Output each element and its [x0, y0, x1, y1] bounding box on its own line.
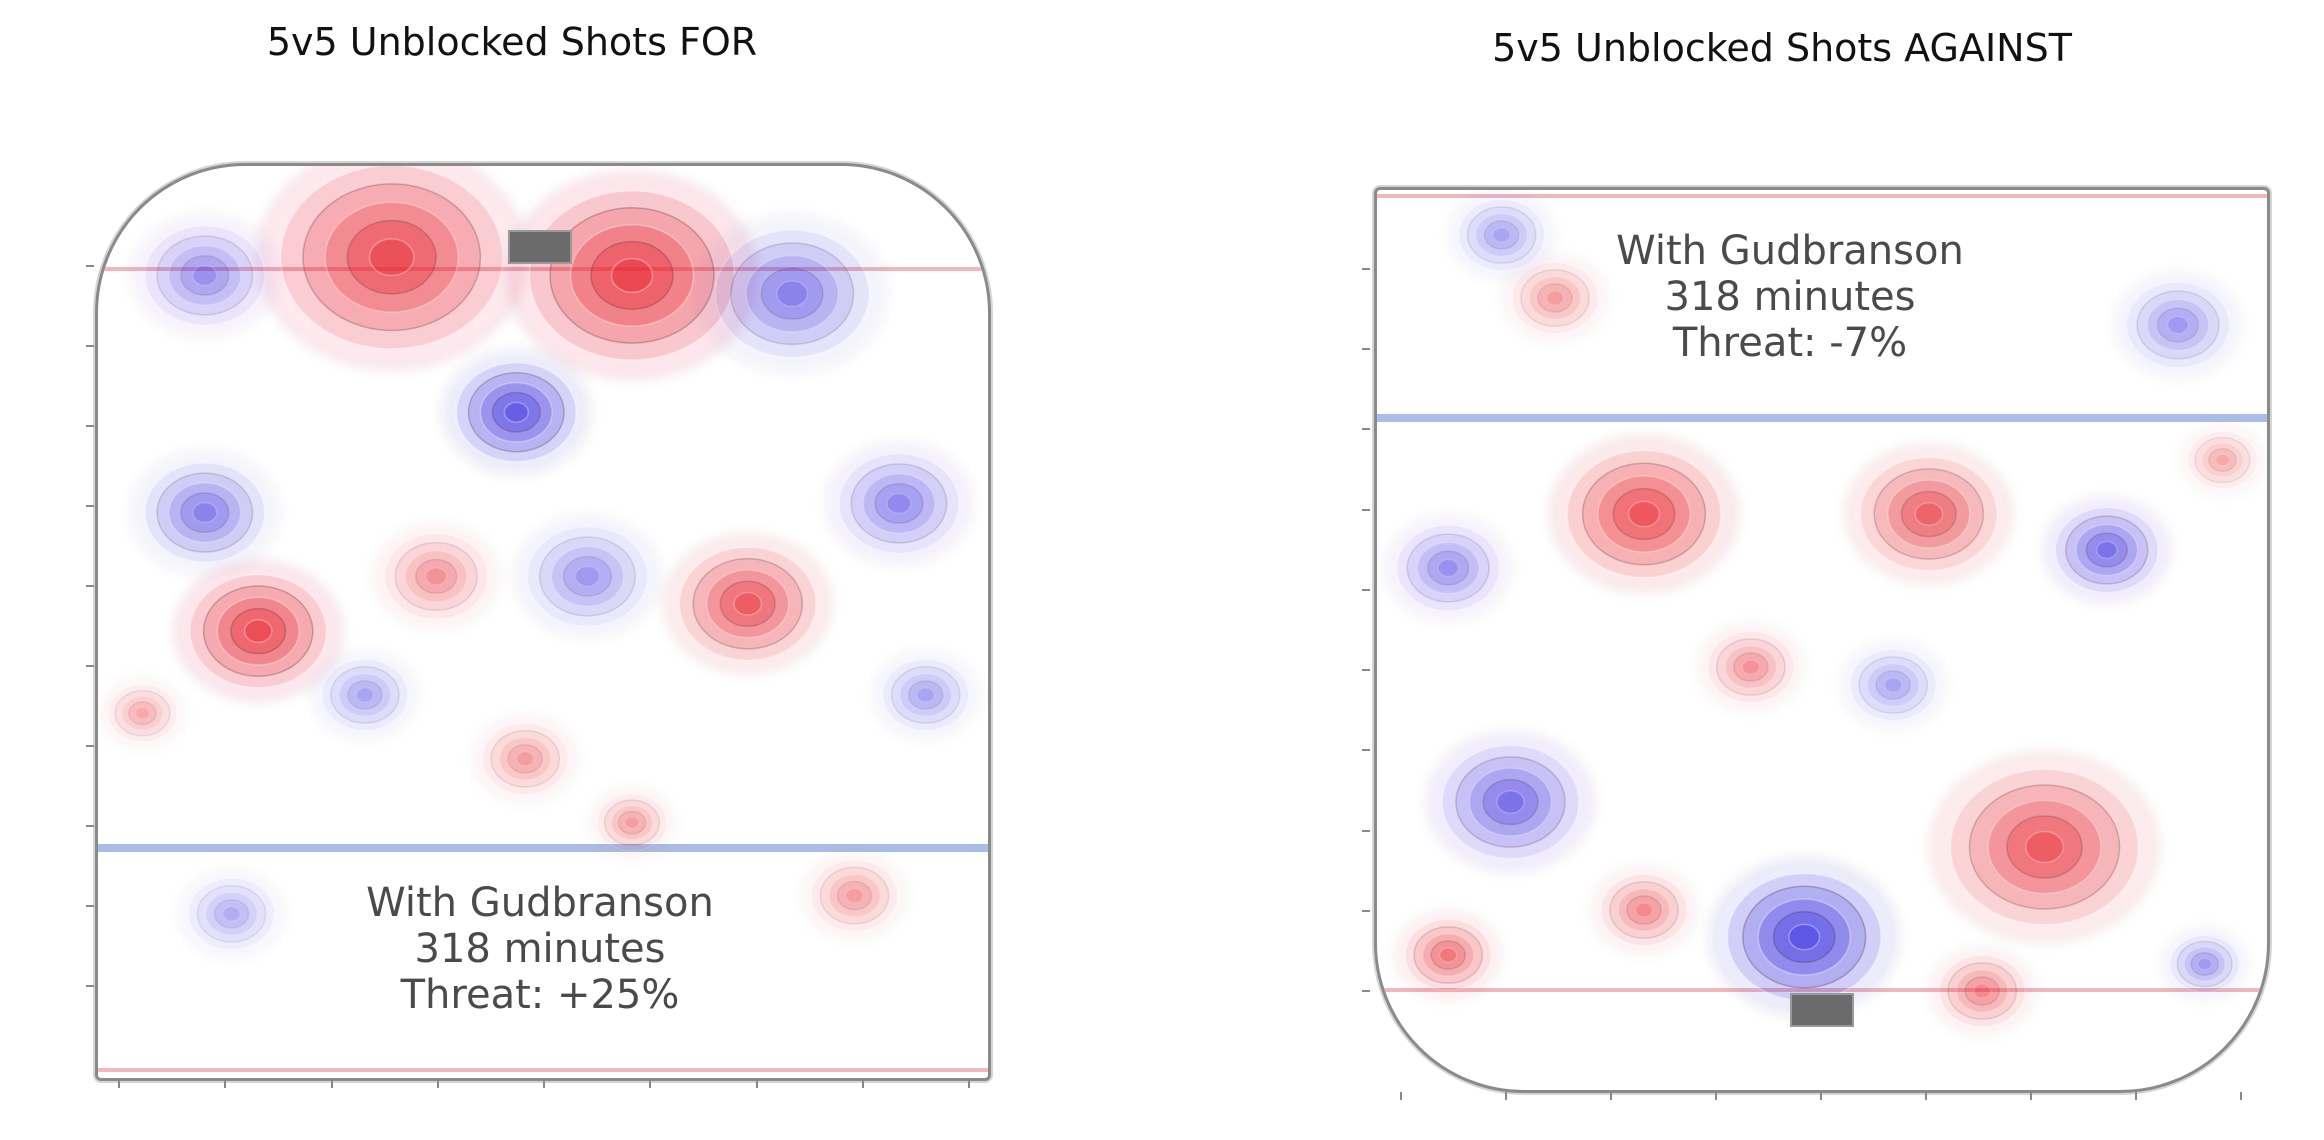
hotspot-low-11 [313, 651, 417, 738]
x-tick [861, 1080, 864, 1088]
rink-shots-for [95, 163, 991, 1081]
hotspot-high-3 [175, 562, 341, 700]
hotspot-high-10 [1930, 947, 2035, 1035]
y-tick [86, 345, 94, 347]
x-tick [649, 1080, 652, 1088]
y-tick [1362, 428, 1370, 431]
hotspot-high-4 [665, 535, 831, 673]
hotspot-low-16 [873, 651, 978, 738]
hotspot-low-9 [515, 516, 660, 637]
heatmap-shots-against [1377, 191, 2267, 1035]
hotspot-high-14 [802, 852, 907, 939]
hotspot-high-1 [508, 173, 756, 378]
hotspot-low-12 [2115, 273, 2241, 377]
x-tick [330, 1080, 333, 1088]
hotspot-low-13 [1449, 191, 1554, 279]
y-tick [86, 665, 94, 667]
hotspot-high-3 [1931, 753, 2158, 941]
y-tick [1362, 909, 1370, 912]
y-tick [86, 505, 94, 507]
y-tick [86, 265, 94, 267]
hotspot-high-6 [1698, 623, 1803, 711]
goal-net-icon [508, 230, 572, 264]
y-tick [1362, 829, 1370, 832]
y-tick [1362, 749, 1370, 752]
y-tick [1362, 348, 1370, 351]
hotspot-low-2 [443, 352, 589, 473]
hotspot-low-7 [132, 452, 278, 573]
hotspot-high-2 [1846, 445, 2012, 583]
hotspot-low-13 [179, 870, 284, 957]
hotspot-high-8 [1396, 911, 1501, 999]
y-tick [1362, 669, 1370, 672]
x-tick [224, 1080, 227, 1088]
chart-title-against: 5v5 Unblocked Shots AGAINST [1492, 26, 2072, 70]
hotspot-low-5 [132, 215, 278, 336]
hotspot-high-15 [590, 788, 674, 858]
x-tick [1820, 1092, 1822, 1100]
y-tick [86, 425, 94, 427]
hotspot-high-1 [1551, 437, 1737, 591]
hotspot-low-6 [699, 216, 886, 371]
goal-net-icon [1790, 993, 1854, 1027]
x-tick [1400, 1092, 1402, 1100]
hotspot-low-5 [2044, 498, 2169, 602]
x-tick [2135, 1092, 2137, 1100]
y-tick [86, 585, 94, 587]
hotspot-high-16 [2180, 425, 2265, 495]
x-tick [543, 1080, 545, 1088]
heatmap-shots-for [98, 166, 988, 1072]
x-tick [1715, 1092, 1717, 1100]
hotspot-low-8 [826, 443, 972, 564]
y-tick [1362, 990, 1370, 992]
y-tick [1362, 588, 1370, 591]
rink-shots-against [1374, 187, 2270, 1093]
hotspot-high-10 [374, 524, 499, 628]
hotspot-low-4 [1427, 733, 1594, 871]
hotspot-low-15 [1841, 641, 1946, 729]
hotspot-high-9 [1592, 866, 1696, 954]
y-tick [86, 985, 94, 987]
x-tick [1610, 1092, 1612, 1100]
hotspot-low-0 [1711, 860, 1898, 1014]
y-tick [86, 745, 94, 747]
x-tick [436, 1080, 439, 1088]
y-tick [1362, 508, 1370, 511]
x-tick [2240, 1092, 2242, 1100]
chart-title-for: 5v5 Unblocked Shots FOR [266, 20, 758, 64]
hotspot-low-7 [1386, 516, 1511, 620]
x-tick [1505, 1092, 1507, 1100]
y-tick [1362, 268, 1370, 270]
x-tick [118, 1080, 120, 1088]
x-tick [968, 1080, 970, 1088]
hotspot-high-17 [100, 678, 185, 748]
x-tick [755, 1080, 758, 1088]
y-tick [86, 905, 94, 907]
hotspot-high-14 [1503, 254, 1607, 342]
hotspot-high-12 [473, 715, 578, 802]
x-tick [2030, 1092, 2032, 1100]
hotspot-high-0 [257, 166, 526, 368]
x-tick [1925, 1092, 1927, 1100]
y-tick [86, 825, 94, 827]
hotspot-low-11 [2163, 929, 2247, 999]
